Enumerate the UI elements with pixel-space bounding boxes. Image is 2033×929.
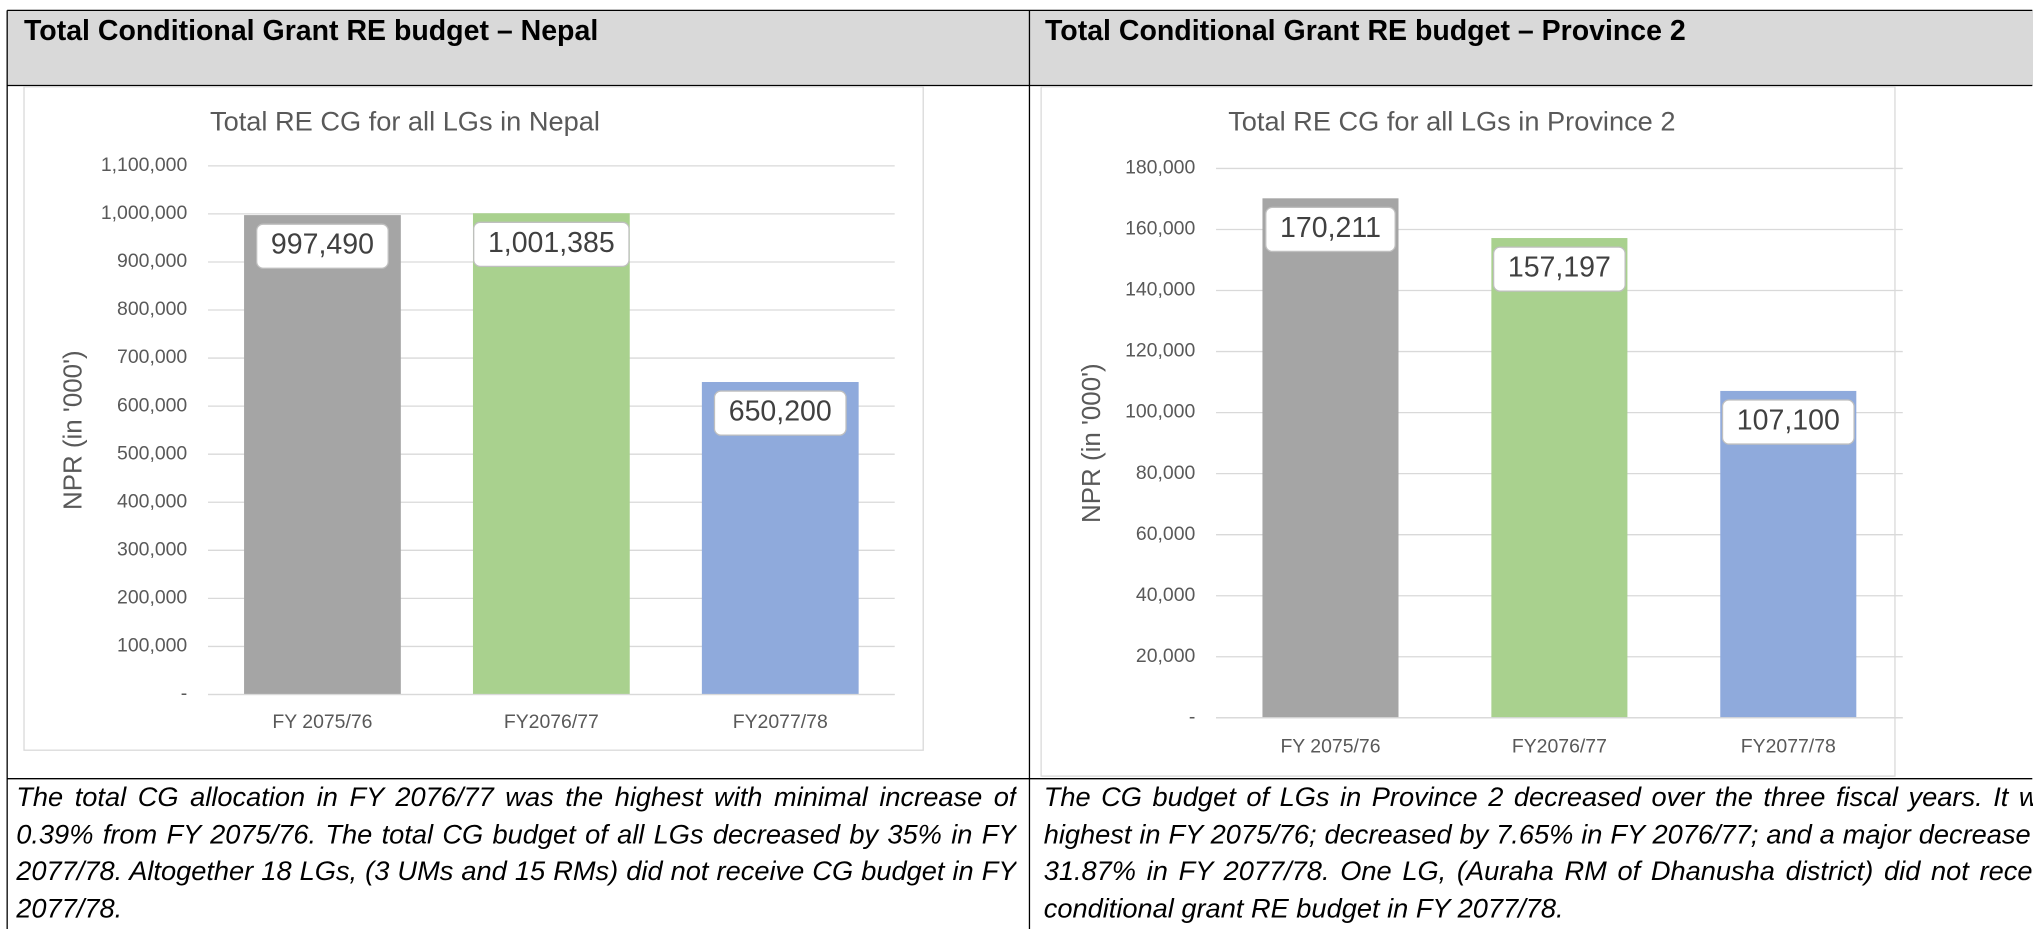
chart-title: Total RE CG for all LGs in Nepal <box>210 105 600 136</box>
y-tick-label: 400,000 <box>117 490 187 512</box>
data-label-box <box>1492 246 1626 292</box>
x-tick-label: FY2076/77 <box>1512 736 1607 758</box>
data-label: 650,200 <box>729 396 832 428</box>
bar <box>1491 238 1628 718</box>
y-tick-label: 160,000 <box>1125 218 1195 240</box>
y-tick-label: 120,000 <box>1125 340 1195 362</box>
y-tick-label: 1,000,000 <box>101 202 188 224</box>
data-label-box <box>1265 206 1396 253</box>
y-tick-label: - <box>1189 706 1195 728</box>
bar <box>1720 390 1857 718</box>
y-tick-label: 20,000 <box>1136 645 1196 667</box>
y-tick-label: 600,000 <box>117 394 187 416</box>
caption-cell: The CG budget of LGs in Province 2 decre… <box>1043 782 2033 924</box>
data-label-box <box>256 223 389 269</box>
bar <box>472 213 630 695</box>
data-label-box <box>1721 399 1855 445</box>
y-tick-label: 180,000 <box>1125 157 1195 179</box>
x-tick-label: FY2076/77 <box>504 711 599 733</box>
y-tick-label: 100,000 <box>1125 401 1195 423</box>
y-tick-label: 500,000 <box>117 442 187 464</box>
x-tick-label: FY2077/78 <box>733 711 828 733</box>
y-axis-label: NPR (in '000') <box>1078 363 1106 523</box>
data-label: 997,490 <box>271 229 374 261</box>
x-tick-label: FY 2075/76 <box>1280 736 1380 758</box>
y-tick-label: 140,000 <box>1125 279 1195 301</box>
y-tick-label: 700,000 <box>117 346 187 368</box>
y-tick-label: 900,000 <box>117 250 187 272</box>
header-row <box>7 10 2033 86</box>
y-tick-label: 1,100,000 <box>101 154 188 176</box>
chart-title: Total RE CG for all LGs in Province 2 <box>1228 105 1675 136</box>
y-tick-label: 300,000 <box>117 538 187 560</box>
y-tick-label: 800,000 <box>117 298 187 320</box>
y-tick-label: 200,000 <box>117 586 187 608</box>
y-tick-label: - <box>181 683 187 705</box>
y-tick-label: 60,000 <box>1136 523 1196 545</box>
x-tick-label: FY2077/78 <box>1741 736 1836 758</box>
y-axis-label: NPR (in '000') <box>59 350 87 510</box>
bar <box>1262 198 1399 718</box>
bar <box>244 215 401 695</box>
y-tick-label: 80,000 <box>1136 462 1196 484</box>
x-tick-label: FY 2075/76 <box>272 711 372 733</box>
caption: The total CG allocation in FY 2076/77 wa… <box>16 782 1017 924</box>
y-tick-label: 100,000 <box>117 635 187 657</box>
data-label-box <box>473 221 630 268</box>
table-borders <box>6 9 2033 929</box>
data-label: 1,001,385 <box>488 227 615 259</box>
data-label-box <box>713 390 847 436</box>
y-tick-label: 40,000 <box>1136 584 1196 606</box>
data-label: 107,100 <box>1737 405 1840 437</box>
caption: The CG budget of LGs in Province 2 decre… <box>1043 782 2033 924</box>
header-cell: Total Conditional Grant RE budget – Prov… <box>1045 15 1686 47</box>
data-label: 157,197 <box>1508 252 1611 284</box>
header-cell: Total Conditional Grant RE budget – Nepa… <box>24 15 598 47</box>
data-label: 170,211 <box>1280 212 1381 244</box>
caption-cell: The total CG allocation in FY 2076/77 wa… <box>16 782 1017 924</box>
